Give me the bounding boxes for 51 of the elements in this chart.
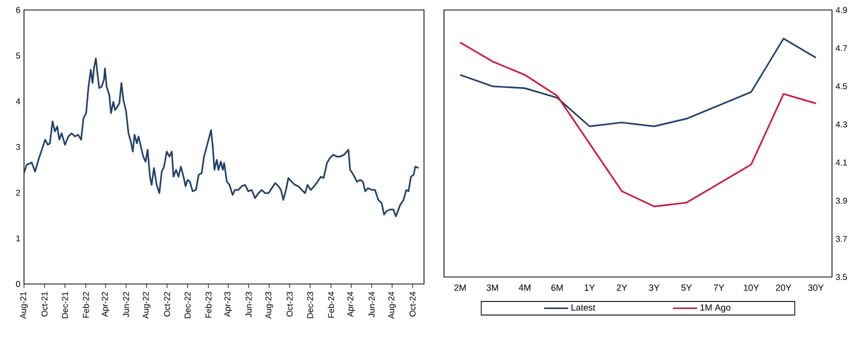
x-tick-label: Feb-24 [328,292,334,318]
x-tick-label: Dec-21 [62,292,68,318]
line-series [459,42,817,208]
legend-label: 1M Ago [700,304,730,312]
x-tick-label: Jun-22 [123,292,130,318]
y-tick-label: 1 [16,235,20,242]
y-tick-label: 4.7 [836,45,847,52]
y-tick-label: 5 [16,52,20,59]
x-tick-label: Aug-22 [142,292,150,319]
x-tick-label: Oct-22 [164,292,170,317]
x-tick-label: 3Y [649,284,660,291]
x-tick-label: Aug-24 [388,292,396,319]
x-tick-label: Jun-23 [246,292,252,318]
x-tick-label: 1Y [584,284,595,291]
x-tick-label: Feb-22 [82,292,89,318]
x-tick-label: 10Y [744,284,759,291]
x-tick-label: Apr-22 [102,292,110,317]
y-tick-label: 3.9 [836,198,847,204]
y-tick-label: 0 [16,281,20,287]
x-tick-label: 5Y [681,284,692,291]
y-tick-label: 4.9 [836,7,847,13]
y-tick-label: 4.3 [836,121,847,128]
x-tick-label: Aug-21 [20,292,28,319]
x-tick-label: Oct-21 [41,292,48,317]
x-tick-label: 7Y [714,284,724,291]
x-tick-label: 4M [518,284,530,291]
x-tick-label: 6M [551,284,563,291]
x-tick-label: 2M [454,284,466,291]
x-tick-label: 30Y [808,284,824,291]
line-series [459,38,817,128]
x-tick-label: Apr-23 [224,292,232,317]
x-tick-label: Oct-24 [410,292,416,317]
x-tick-label: Aug-23 [265,292,274,319]
x-tick-label: 20Y [776,284,792,291]
x-tick-label: Dec-22 [184,292,191,318]
y-tick-label: 2 [16,190,20,196]
x-tick-label: 3M [486,284,498,291]
y-tick-label: 3.5 [836,274,847,280]
x-tick-label: Feb-23 [205,292,212,318]
y-tick-label: 4.5 [836,83,847,90]
y-tick-label: 3 [16,144,20,150]
y-tick-label: 3.7 [836,236,847,242]
x-tick-label: 2Y [616,284,628,291]
x-tick-label: Jun-24 [368,292,375,318]
y-tick-label: 4 [16,98,20,104]
x-tick-label: Dec-23 [307,292,314,318]
y-tick-label: 4.1 [836,160,847,166]
legend-label: Latest [572,304,596,311]
x-tick-label: Apr-24 [347,292,355,317]
x-tick-label: Oct-23 [286,292,293,317]
y-tick-label: 6 [16,7,20,13]
